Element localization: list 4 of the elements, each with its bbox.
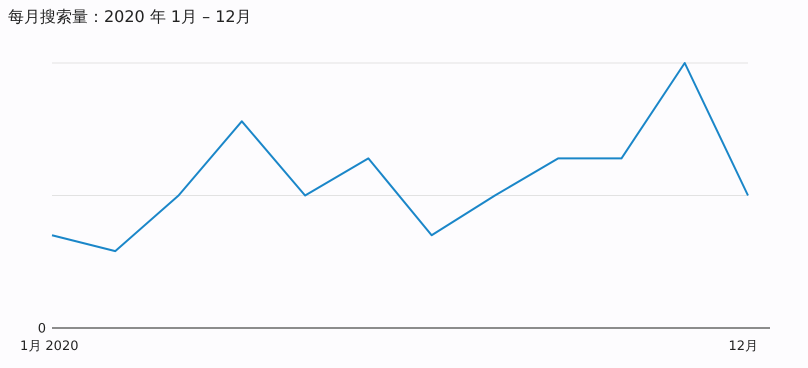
x-tick-label: 1月 2020 (20, 339, 78, 354)
x-tick-label: 12月 (728, 339, 758, 354)
text: 0 (38, 322, 46, 337)
chart-title: 每月搜索量：2020 年 1月 – 12月 (8, 7, 252, 26)
